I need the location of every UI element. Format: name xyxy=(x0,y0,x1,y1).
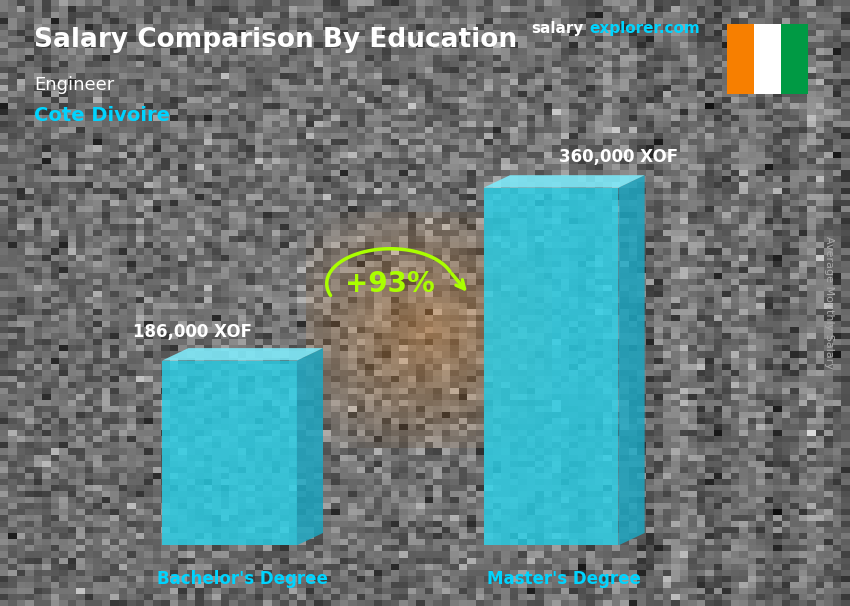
Text: salary: salary xyxy=(531,21,584,36)
Text: Bachelor's Degree: Bachelor's Degree xyxy=(157,570,328,588)
Polygon shape xyxy=(297,348,323,545)
Text: explorer.com: explorer.com xyxy=(589,21,700,36)
Text: Engineer: Engineer xyxy=(34,76,114,94)
Text: 186,000 XOF: 186,000 XOF xyxy=(133,322,252,341)
Text: +93%: +93% xyxy=(345,270,435,298)
Polygon shape xyxy=(162,361,297,545)
Bar xyxy=(754,24,780,94)
Text: 360,000 XOF: 360,000 XOF xyxy=(559,148,678,166)
Text: Master's Degree: Master's Degree xyxy=(487,570,641,588)
Polygon shape xyxy=(484,175,644,188)
Polygon shape xyxy=(484,188,619,545)
Text: Salary Comparison By Education: Salary Comparison By Education xyxy=(34,27,517,53)
Polygon shape xyxy=(619,175,644,545)
Text: Cote Divoire: Cote Divoire xyxy=(34,106,170,125)
Bar xyxy=(780,24,808,94)
Polygon shape xyxy=(162,348,323,361)
Bar xyxy=(727,24,754,94)
Text: Average Monthly Salary: Average Monthly Salary xyxy=(824,236,834,370)
